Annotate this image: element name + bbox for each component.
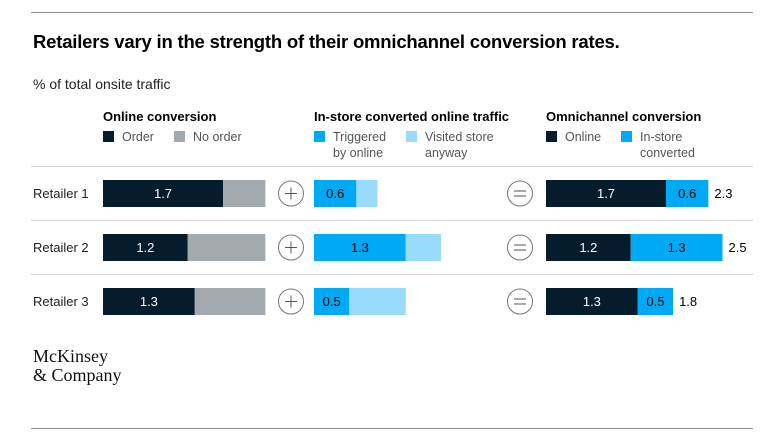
- bar-segment: [187, 234, 266, 261]
- bar-segment: [103, 288, 195, 315]
- logo-line-1: McKinsey: [33, 346, 108, 366]
- bar-segment: [223, 180, 266, 207]
- bar-segment: [103, 234, 188, 261]
- bottom-rule: [31, 428, 753, 429]
- legend-swatch-no-order: [174, 131, 185, 142]
- total-value-label: 2.5: [729, 240, 747, 255]
- legend-label-visited-store-anyway: Visited store anyway: [425, 130, 494, 160]
- bar-segment: [546, 180, 667, 207]
- bar-value-label: 0.5: [323, 294, 341, 309]
- row-divider: [31, 274, 753, 275]
- legend-label-order: Order: [122, 130, 154, 144]
- bar-segment: [637, 288, 674, 315]
- row-label-retailer-3: Retailer 3: [33, 294, 89, 309]
- legend-swatch-triggered-by-online: [314, 131, 325, 142]
- bar-segment: [630, 234, 723, 261]
- bar-value-label: 0.6: [678, 186, 696, 201]
- row-divider: [31, 166, 753, 167]
- legend-label-triggered-by-online: Triggered by online: [333, 130, 387, 160]
- equals-operator-icon: [507, 234, 533, 261]
- bar-value-label: 1.7: [597, 186, 615, 201]
- bar-value-label: 1.7: [154, 186, 172, 201]
- legend-swatch-order: [103, 131, 114, 142]
- bar-segment: [194, 288, 266, 315]
- mckinsey-logo: McKinsey & Company: [33, 347, 122, 385]
- equals-operator-icon: [507, 180, 533, 207]
- legend-swatch-instore-converted: [621, 131, 632, 142]
- row-divider: [31, 220, 753, 221]
- legend-label-no-order: No order: [193, 130, 242, 144]
- bar-segment: [314, 234, 406, 261]
- legend-label-instore-converted: In-store converted: [640, 130, 695, 160]
- bar-value-label: 1.2: [579, 240, 597, 255]
- group-title-instore-converted: In-store converted online traffic: [314, 109, 510, 124]
- row-label-retailer-1: Retailer 1: [33, 186, 89, 201]
- total-value-label: 2.3: [714, 186, 732, 201]
- bar-segment: [546, 234, 631, 261]
- bar-segment: [666, 180, 709, 207]
- legend-swatch-visited-store-anyway: [406, 131, 417, 142]
- bar-segment: [405, 234, 442, 261]
- bar-value-label: 1.3: [583, 294, 601, 309]
- bar-value-label: 0.5: [646, 294, 664, 309]
- bar-segment: [356, 180, 378, 207]
- group-title-omnichannel-conversion: Omnichannel conversion: [546, 109, 702, 124]
- bar-value-label: 1.3: [140, 294, 158, 309]
- bar-value-label: 1.3: [668, 240, 686, 255]
- logo-line-2: & Company: [33, 365, 122, 385]
- legend-swatch-online: [546, 131, 557, 142]
- bar-segment: [349, 288, 406, 315]
- equals-operator-icon: [507, 288, 533, 315]
- bar-value-label: 1.2: [136, 240, 154, 255]
- bar-value-label: 1.3: [351, 240, 369, 255]
- bar-segment: [103, 180, 224, 207]
- legend-label-online: Online: [565, 130, 602, 144]
- total-value-label: 1.8: [679, 294, 697, 309]
- row-label-retailer-2: Retailer 2: [33, 240, 89, 255]
- bar-segment: [546, 288, 638, 315]
- group-title-online-conversion: Online conversion: [103, 109, 217, 124]
- bar-value-label: 0.6: [326, 186, 344, 201]
- bar-segment: [314, 180, 357, 207]
- chart-title: Retailers vary in the strength of their …: [33, 31, 620, 52]
- bar-segment: [314, 288, 350, 315]
- top-rule: [31, 12, 753, 13]
- chart-subtitle: % of total onsite traffic: [33, 76, 171, 92]
